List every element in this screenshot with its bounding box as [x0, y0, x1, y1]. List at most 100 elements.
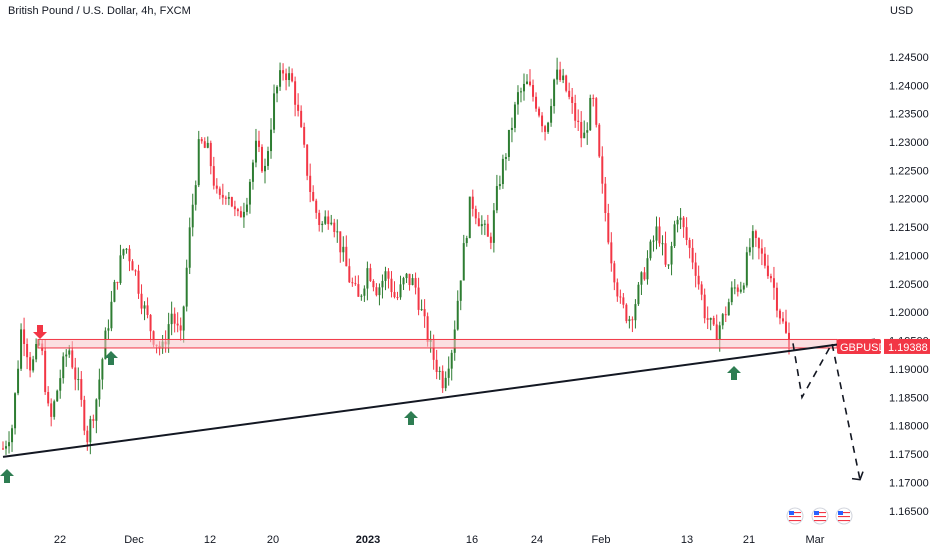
flag-stripe [789, 520, 801, 522]
x-tick-label: Feb [592, 534, 611, 546]
candle-body [685, 227, 688, 240]
candle-body [227, 197, 230, 199]
candle-body [336, 231, 339, 233]
y-tick-label: 1.20000 [889, 307, 929, 319]
candle-body [384, 271, 387, 281]
candle-body [643, 272, 646, 280]
candle-body [375, 287, 378, 296]
candle-body [459, 280, 462, 301]
candle-body [604, 183, 607, 214]
candle-body [95, 399, 98, 421]
candle-body [239, 211, 242, 218]
flag-stripe [789, 518, 801, 520]
candle-body [56, 390, 59, 402]
candle-body [134, 270, 137, 272]
us-flag-icon [786, 507, 804, 525]
candle-body [420, 309, 423, 311]
candle-body [748, 247, 751, 253]
candle-body [414, 278, 417, 288]
up-arrow-icon [404, 411, 418, 425]
candle-body [333, 222, 336, 232]
resistance-zone [37, 338, 838, 349]
candle-body [321, 223, 324, 226]
flag-stripe [838, 514, 850, 516]
candle-body [682, 217, 685, 228]
up-arrow-icon [727, 366, 741, 380]
candle-body [601, 156, 604, 184]
candle-body [538, 108, 541, 116]
x-tick-label: Dec [124, 534, 144, 546]
x-tick-label: 21 [743, 534, 755, 546]
candle-body [504, 157, 507, 159]
candle-body [778, 310, 781, 319]
candle-body [62, 356, 65, 379]
candle-body [264, 165, 266, 172]
candle-body [35, 343, 38, 360]
candle-body [354, 283, 357, 285]
candle-body [167, 324, 170, 345]
candle-body [510, 127, 513, 130]
candle-body [26, 343, 29, 358]
flag-stripe [814, 518, 826, 520]
candle-body [98, 379, 101, 400]
candle-body [507, 129, 510, 158]
candle-body [426, 316, 429, 342]
x-tick-label: Mar [806, 534, 825, 546]
candle-body [300, 110, 303, 127]
candle-body [589, 97, 592, 131]
candle-body [522, 83, 525, 92]
flag-stripe [838, 518, 850, 520]
candle-body [513, 104, 516, 128]
x-axis: 22 Dec 12 20 2023 16 24 Feb 13 21 Mar [54, 534, 825, 546]
candle-body [450, 352, 453, 369]
candle-body [248, 181, 251, 205]
symbol-text: GBPUSD [840, 342, 887, 354]
candle-body [276, 86, 279, 94]
candle-body [628, 319, 631, 322]
flag-canton [789, 511, 794, 515]
candle-body [772, 278, 775, 288]
candle-body [143, 305, 146, 309]
candle-body [306, 144, 309, 176]
candle-body [218, 188, 221, 195]
y-tick-label: 1.23500 [889, 109, 929, 121]
candle-body [351, 282, 354, 284]
y-tick-label: 1.18000 [889, 421, 929, 433]
candle-body [179, 325, 182, 331]
candle-body [694, 262, 697, 276]
candle-body [369, 268, 372, 281]
candle-body [318, 212, 321, 226]
x-tick-label: 20 [267, 534, 279, 546]
flag-stripe [814, 516, 826, 518]
candle-body [631, 319, 634, 321]
candle-body [131, 261, 134, 271]
candle-body [270, 129, 273, 152]
candle-body [706, 318, 709, 320]
y-tick-label: 1.22000 [889, 194, 929, 206]
flag-stripe [789, 516, 801, 518]
chart-title: British Pound / U.S. Dollar, 4h, FXCM [8, 5, 191, 17]
candle-body [257, 140, 260, 147]
flag-stripe [789, 514, 801, 516]
candle-body [176, 323, 179, 326]
y-tick-label: 1.22500 [889, 165, 929, 177]
candle-body [640, 272, 643, 285]
candle-body [667, 264, 670, 266]
candle-body [483, 223, 486, 225]
candle-body [691, 247, 694, 263]
candle-body [2, 448, 4, 450]
candle-body [577, 120, 580, 122]
y-tick-label: 1.16500 [889, 506, 929, 518]
candle-body [47, 391, 50, 404]
candle-body [315, 200, 318, 213]
x-tick-label: 2023 [356, 534, 380, 546]
x-tick-label: 22 [54, 534, 66, 546]
candle-body [622, 297, 625, 305]
candle-body [357, 284, 360, 297]
candle-body [113, 281, 116, 302]
candle-body [712, 317, 715, 325]
event-icons [786, 507, 853, 525]
candle-body [544, 126, 547, 132]
